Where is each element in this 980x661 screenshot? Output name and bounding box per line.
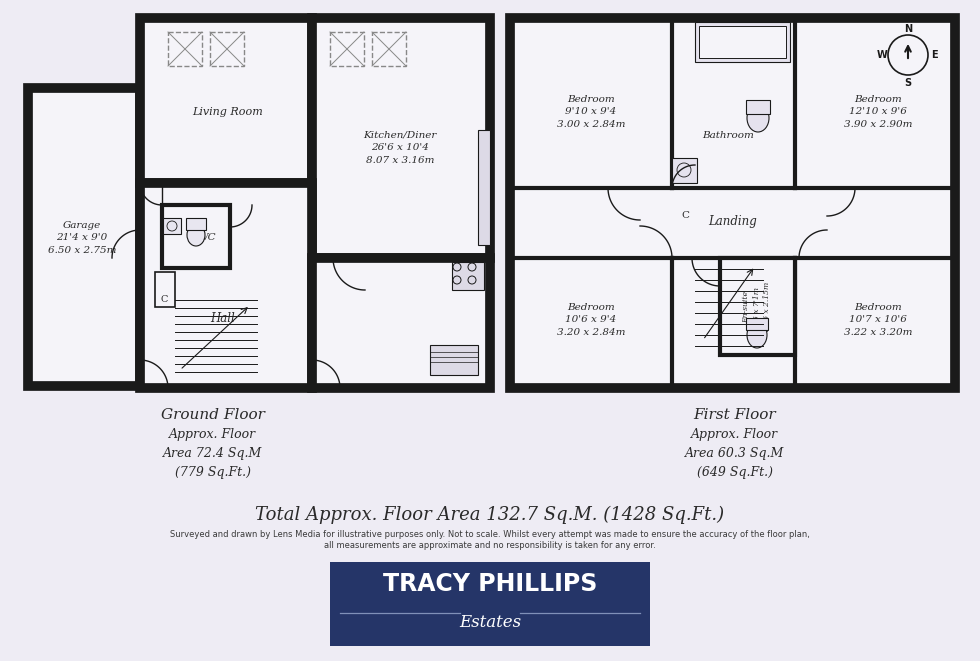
Bar — [510, 18, 955, 388]
Text: TRACY PHILLIPS: TRACY PHILLIPS — [383, 572, 597, 596]
Text: Approx. Floor
Area 60.3 Sq.M
(649 Sq.Ft.): Approx. Floor Area 60.3 Sq.M (649 Sq.Ft.… — [685, 428, 785, 479]
Text: First Floor: First Floor — [694, 408, 776, 422]
Text: WC: WC — [198, 233, 217, 241]
Bar — [163, 218, 181, 234]
Text: Bedroom
10'6 x 9'4
3.20 x 2.84m: Bedroom 10'6 x 9'4 3.20 x 2.84m — [557, 303, 625, 337]
Text: Bedroom
10'7 x 10'6
3.22 x 3.20m: Bedroom 10'7 x 10'6 3.22 x 3.20m — [844, 303, 912, 337]
Text: Bedroom
12'10 x 9'6
3.90 x 2.90m: Bedroom 12'10 x 9'6 3.90 x 2.90m — [844, 95, 912, 129]
Text: Surveyed and drawn by Lens Media for illustrative purposes only. Not to scale. W: Surveyed and drawn by Lens Media for ill… — [171, 530, 809, 539]
Bar — [430, 345, 478, 375]
Bar — [452, 262, 484, 290]
Bar — [155, 272, 175, 307]
Bar — [672, 158, 697, 183]
Text: all measurements are approximate and no responsibility is taken for any error.: all measurements are approximate and no … — [324, 541, 656, 550]
Bar — [330, 32, 364, 66]
Bar — [312, 258, 490, 388]
Text: Living Room: Living Room — [193, 107, 264, 117]
Bar — [695, 22, 790, 62]
Text: Bathroom: Bathroom — [702, 130, 754, 139]
Text: C: C — [681, 210, 689, 219]
Text: Estates: Estates — [459, 614, 521, 631]
Bar — [186, 218, 206, 230]
Text: Total Approx. Floor Area 132.7 Sq.M. (1428 Sq.Ft.): Total Approx. Floor Area 132.7 Sq.M. (14… — [256, 506, 724, 524]
Text: Garage
21'4 x 9'0
6.50 x 2.75m: Garage 21'4 x 9'0 6.50 x 2.75m — [48, 221, 117, 255]
Text: Kitchen/Diner
26'6 x 10'4
8.07 x 3.16m: Kitchen/Diner 26'6 x 10'4 8.07 x 3.16m — [364, 131, 437, 165]
Text: W: W — [877, 50, 887, 60]
Bar — [720, 258, 795, 355]
Bar — [140, 183, 312, 388]
Bar — [330, 562, 650, 646]
Bar — [478, 130, 490, 245]
Ellipse shape — [747, 104, 769, 132]
Ellipse shape — [187, 224, 205, 246]
Text: En-suite
7'5 x 7'1m
2.26 x 2.15m: En-suite 7'5 x 7'1m 2.26 x 2.15m — [743, 282, 771, 332]
Bar — [746, 100, 770, 114]
Bar — [699, 26, 786, 58]
Bar — [210, 32, 244, 66]
Bar — [746, 318, 768, 330]
Bar — [28, 88, 140, 386]
Text: N: N — [904, 24, 912, 34]
Text: Ground Floor: Ground Floor — [161, 408, 265, 422]
Bar — [372, 32, 406, 66]
Text: Bedroom
9'10 x 9'4
3.00 x 2.84m: Bedroom 9'10 x 9'4 3.00 x 2.84m — [557, 95, 625, 129]
Bar — [312, 18, 490, 258]
Text: Approx. Floor
Area 72.4 Sq.M
(779 Sq.Ft.): Approx. Floor Area 72.4 Sq.M (779 Sq.Ft.… — [164, 428, 263, 479]
Text: Landing: Landing — [709, 215, 758, 229]
Bar — [140, 18, 312, 183]
Text: Hall: Hall — [211, 311, 235, 325]
Text: S: S — [905, 78, 911, 88]
Text: C: C — [161, 295, 168, 305]
Text: E: E — [931, 50, 937, 60]
Ellipse shape — [747, 322, 767, 348]
Bar — [162, 205, 230, 268]
Bar — [168, 32, 202, 66]
